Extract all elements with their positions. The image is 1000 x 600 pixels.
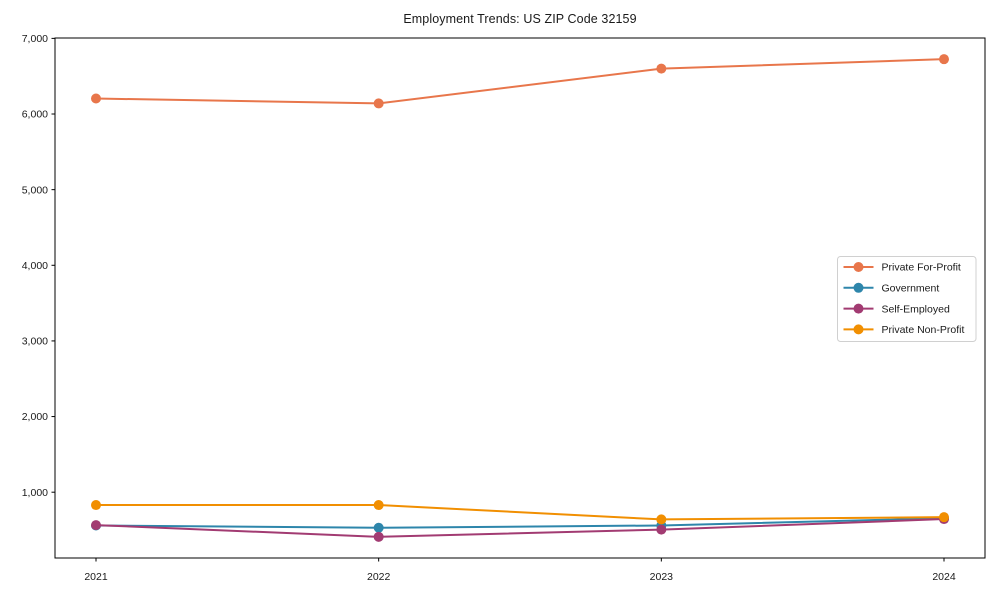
data-point xyxy=(656,63,667,74)
legend-label: Self-Employed xyxy=(882,303,950,315)
legend-label: Government xyxy=(882,283,940,295)
chart-title: Employment Trends: US ZIP Code 32159 xyxy=(403,12,637,26)
plot-border xyxy=(54,37,986,559)
y-tick-label: 7,000 xyxy=(22,33,48,45)
data-point xyxy=(656,524,667,535)
legend-item-private-for-profit: Private For-Profit xyxy=(843,262,961,274)
data-point xyxy=(373,500,384,511)
y-tick-label: 6,000 xyxy=(22,109,48,121)
data-point xyxy=(656,514,667,525)
series-private-non-profit xyxy=(91,500,949,525)
series-line xyxy=(95,518,945,538)
series-line xyxy=(95,58,945,105)
data-point xyxy=(373,531,384,542)
x-tick-label: 2022 xyxy=(367,571,391,583)
y-tick-label: 5,000 xyxy=(22,184,48,196)
data-point xyxy=(373,522,384,533)
legend-swatch-marker-icon xyxy=(853,282,864,293)
x-tick-label: 2023 xyxy=(650,571,674,583)
y-tick-label: 1,000 xyxy=(22,487,48,499)
data-point xyxy=(939,54,949,65)
data-point xyxy=(939,512,949,523)
data-point xyxy=(91,500,101,511)
data-point xyxy=(91,520,101,531)
data-point xyxy=(91,93,101,104)
legend-swatch-marker-icon xyxy=(853,262,864,272)
series-private-for-profit xyxy=(91,54,949,109)
legend-label: Private For-Profit xyxy=(882,262,961,274)
legend-item-private-non-profit: Private Non-Profit xyxy=(843,324,965,336)
series-self-employed xyxy=(91,514,949,542)
legend-swatch-marker-icon xyxy=(853,324,864,335)
legend: Private For-Profit Government Self-Employe… xyxy=(837,256,977,342)
y-tick-label: 2,000 xyxy=(22,411,48,423)
legend-label: Private Non-Profit xyxy=(882,324,965,336)
legend-item-government: Government xyxy=(843,282,940,295)
series-line xyxy=(95,517,945,529)
legend-swatch-marker-icon xyxy=(853,303,864,314)
y-tick-label: 3,000 xyxy=(22,336,48,348)
legend-item-self-employed: Self-Employed xyxy=(843,303,950,315)
legend-box xyxy=(837,256,977,342)
data-point xyxy=(373,98,384,109)
x-tick-label: 2021 xyxy=(84,571,108,583)
y-tick-label: 4,000 xyxy=(22,260,48,272)
x-tick-label: 2024 xyxy=(932,571,956,583)
series-line xyxy=(95,504,945,521)
